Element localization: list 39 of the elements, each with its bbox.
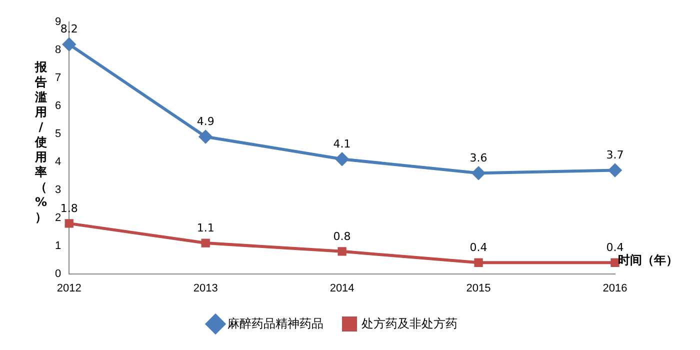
x-tick-label: 2013 bbox=[193, 282, 218, 294]
y-tick-label: 9 bbox=[54, 16, 62, 28]
x-tick-label: 2014 bbox=[330, 282, 354, 294]
point bbox=[474, 258, 483, 267]
x-tick-label: 2015 bbox=[466, 282, 491, 294]
point bbox=[336, 152, 349, 166]
point bbox=[338, 247, 346, 256]
text: 报告滥用/使用率（%） bbox=[34, 60, 48, 224]
x-axis-title: 时间（年） bbox=[618, 252, 678, 269]
point bbox=[201, 238, 210, 248]
data-label: 0.4 bbox=[470, 240, 488, 254]
point bbox=[199, 130, 212, 144]
point bbox=[64, 219, 74, 228]
y-tick-label: 2 bbox=[54, 212, 62, 224]
legend-label: 处方药及非处方药 bbox=[362, 316, 458, 330]
point bbox=[62, 38, 76, 51]
y-tick-label: 8 bbox=[54, 44, 62, 56]
data-label: 0.4 bbox=[606, 240, 624, 254]
data-label: 4.9 bbox=[196, 115, 214, 128]
legend-label: 麻醉药品精神药品 bbox=[228, 316, 324, 330]
data-label: 3.7 bbox=[606, 148, 624, 162]
y-tick-label: 1 bbox=[54, 240, 62, 252]
point bbox=[610, 258, 620, 267]
y-tick-label: 7 bbox=[54, 72, 62, 84]
point bbox=[472, 166, 486, 180]
point bbox=[608, 164, 622, 177]
y-tick-label: 5 bbox=[54, 128, 62, 140]
data-label: 3.6 bbox=[470, 151, 488, 164]
data-label: 1.1 bbox=[196, 221, 214, 234]
y-tick-label: 3 bbox=[54, 184, 62, 196]
x-tick-label: 2016 bbox=[602, 282, 628, 294]
data-label: 0.8 bbox=[333, 230, 351, 243]
y-tick-label: 0 bbox=[54, 268, 62, 280]
x-tick-label: 2012 bbox=[56, 282, 82, 294]
data-label: 8.2 bbox=[60, 22, 78, 36]
data-label: 4.1 bbox=[333, 137, 351, 150]
y-tick-label: 6 bbox=[54, 100, 62, 112]
y-tick-label: 4 bbox=[54, 156, 62, 168]
data-label: 1.8 bbox=[60, 202, 78, 215]
